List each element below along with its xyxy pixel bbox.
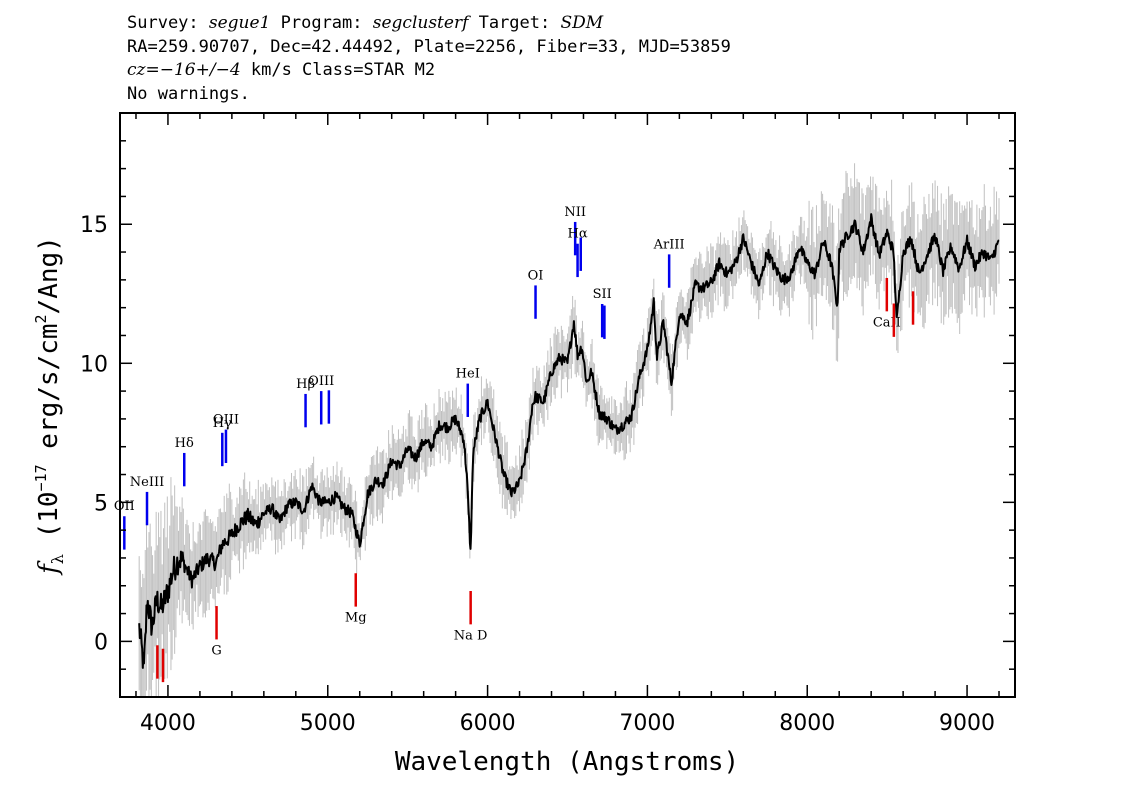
line-marker-label: NeIII <box>130 475 164 490</box>
spectrum-header: Survey: segue1 Program: segclusterf Targ… <box>127 12 731 106</box>
line-marker-label: Hγ <box>213 416 232 431</box>
x-axis-title: Wavelength (Angstroms) <box>395 747 739 777</box>
plot-frame <box>119 112 1016 698</box>
line-marker-label: Hα <box>568 227 588 242</box>
line-marker-label: Hβ <box>296 377 315 392</box>
error-band-layer <box>138 163 1000 697</box>
target-label: Target: <box>468 13 561 33</box>
y-tick-label: 5 <box>94 491 108 516</box>
line-marker-label: NII <box>564 205 586 220</box>
y-tick-label: 15 <box>80 213 108 238</box>
line-marker-label: Mg <box>345 611 367 626</box>
line-marker-label: HeI <box>456 367 480 382</box>
y-tick-label: 10 <box>80 352 108 377</box>
survey-label: Survey: <box>127 13 209 33</box>
line-marker-label: OI <box>528 268 544 283</box>
class-value: km/s Class=STAR M2 <box>240 60 436 80</box>
y-axis-title: fλ (10−17 erg/s/cm2/Ang) <box>32 236 67 576</box>
cz-value: cz=−16+/−4 <box>127 60 241 80</box>
line-marker-label: CaII <box>873 315 901 330</box>
line-marker-label: Hδ <box>175 436 194 451</box>
x-tick-label: 9000 <box>939 711 995 736</box>
line-marker-label: Na D <box>454 628 488 643</box>
x-tick-label: 5000 <box>300 711 356 736</box>
line-marker-label: OII <box>114 499 135 514</box>
x-tick-label: 6000 <box>460 711 516 736</box>
line-marker-label: SII <box>593 287 612 302</box>
spectrum-line <box>138 213 1000 669</box>
target-value: SDM <box>560 13 604 33</box>
program-label: Program: <box>270 13 373 33</box>
tick-labels: 4000 5000 6000 7000 8000 9000 0 5 10 15 <box>80 213 995 736</box>
line-marker-label: OIII <box>213 413 239 428</box>
header-line-warnings: No warnings. <box>127 83 250 104</box>
survey-value: segue1 <box>208 13 271 33</box>
header-line-redshift: cz=−16+/−4 km/s Class=STAR M2 <box>127 59 731 83</box>
x-tick-label: 7000 <box>619 711 675 736</box>
spectrum-layer <box>138 213 1000 669</box>
header-line-survey: Survey: segue1 Program: segclusterf Targ… <box>127 12 731 36</box>
program-value: segclusterf <box>372 13 469 33</box>
axis-ticks <box>120 112 1015 697</box>
line-marker-label: OIII <box>308 374 334 389</box>
header-line-coordinates: RA=259.90707, Dec=42.44492, Plate=2256, … <box>127 36 731 57</box>
x-tick-label: 4000 <box>140 711 196 736</box>
line-marker-label: ArIII <box>653 237 685 252</box>
x-tick-label: 8000 <box>779 711 835 736</box>
y-tick-label: 0 <box>94 630 108 655</box>
line-marker-label: G <box>211 643 221 658</box>
